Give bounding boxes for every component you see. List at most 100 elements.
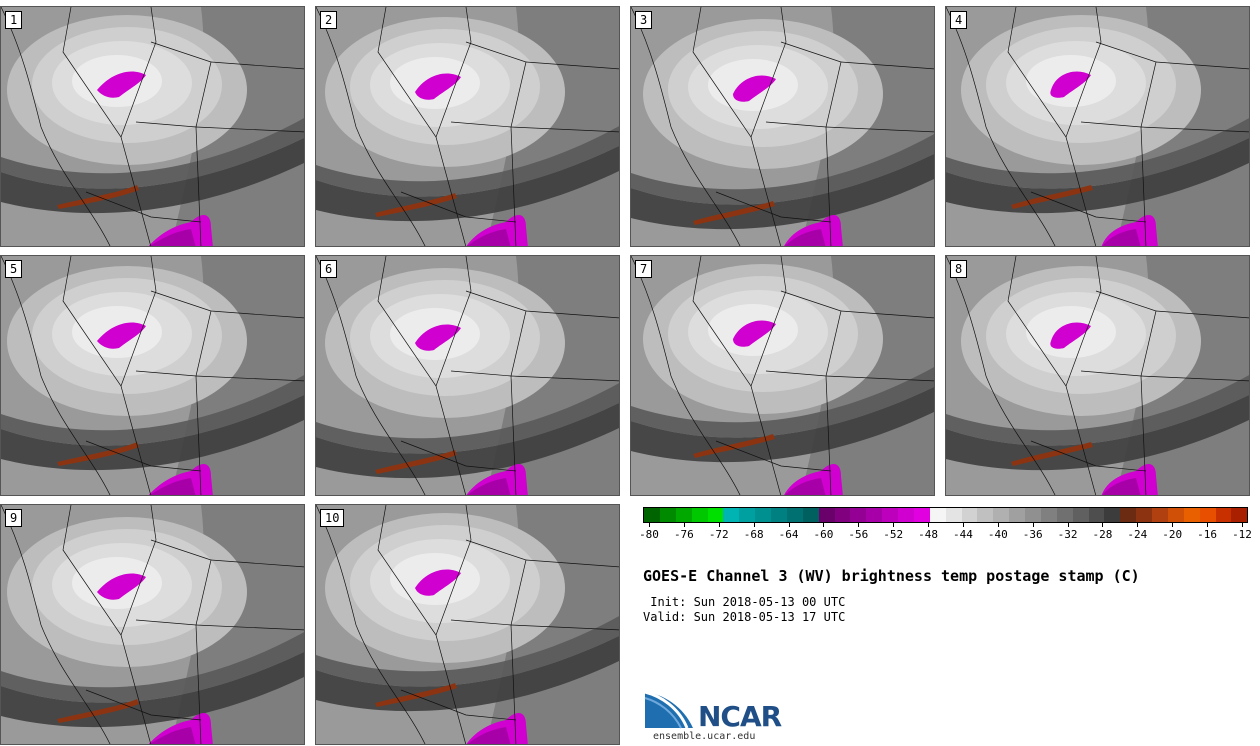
- colorbar-segment: [898, 508, 914, 522]
- colorbar-tick: [997, 523, 999, 527]
- colorbar-segment: [834, 508, 851, 522]
- logo-text: NCAR: [698, 700, 782, 733]
- colorbar-tick: [1242, 523, 1243, 527]
- colorbar-segment: [818, 508, 835, 522]
- colorbar-tick-label: -60: [813, 528, 834, 541]
- panel-number: 10: [320, 509, 345, 527]
- colorbar-tick-label: -44: [953, 528, 973, 541]
- colorbar-segment: [1104, 508, 1121, 522]
- panel-number: 5: [5, 260, 23, 278]
- colorbar-segment: [644, 508, 660, 522]
- colorbar-segment: [913, 508, 930, 522]
- map-panel: 10: [315, 504, 620, 745]
- colorbar-tick: [1207, 523, 1209, 527]
- colorbar-tick: [1102, 523, 1104, 527]
- colorbar-segment: [675, 508, 692, 522]
- colorbar-segment: [723, 508, 740, 522]
- colorbar-tick: [1172, 523, 1174, 527]
- map-panel: 2: [315, 6, 620, 247]
- colorbar-segment: [866, 508, 883, 522]
- map-panel: 5: [0, 255, 305, 496]
- colorbar-segment: [1136, 508, 1152, 522]
- colorbar-tick: [858, 523, 860, 527]
- colorbar-segment: [786, 508, 803, 522]
- panel-number: 3: [635, 11, 653, 29]
- colorbar-segment: [707, 508, 724, 522]
- colorbar-tick-label: -48: [918, 528, 938, 541]
- colorbar-tick-label: -20: [1162, 528, 1183, 541]
- panel-number: 2: [320, 11, 338, 29]
- colorbar-segment: [1215, 508, 1232, 522]
- ncar-logo: NCAR ensemble.ucar.edu: [643, 688, 803, 744]
- colorbar-segment: [1056, 508, 1073, 522]
- map-panel: 7: [630, 255, 935, 496]
- map-panel: 9: [0, 504, 305, 745]
- colorbar-tick: [823, 523, 825, 527]
- colorbar-segment: [993, 508, 1010, 522]
- panel-number: 1: [5, 11, 23, 29]
- colorbar-segment: [1152, 508, 1168, 522]
- colorbar-tick-label: -64: [778, 528, 799, 541]
- colorbar-tick: [962, 523, 964, 527]
- colorbar-tick-label: -16: [1197, 528, 1218, 541]
- colorbar-tick: [1067, 523, 1069, 527]
- panel-number: 7: [635, 260, 653, 278]
- colorbar-tick-label: -68: [743, 528, 764, 541]
- colorbar-tick: [683, 523, 685, 527]
- colorbar-tick-label: -72: [708, 528, 729, 541]
- colorbar-tick-label: -24: [1127, 528, 1148, 541]
- colorbar-tick: [753, 523, 755, 527]
- colorbar-tick-label: -12: [1232, 528, 1252, 541]
- colorbar-tick-label: -36: [1022, 528, 1043, 541]
- colorbar-segment: [1183, 508, 1200, 522]
- logo-url: ensemble.ucar.edu: [653, 731, 756, 742]
- ncar-swoosh-icon: [644, 690, 693, 729]
- colorbar-segment: [1072, 508, 1089, 522]
- colorbar-tick: [1137, 523, 1139, 527]
- colorbar-tick-label: -56: [848, 528, 869, 541]
- colorbar-segment: [739, 508, 756, 522]
- colorbar-tick-label: -40: [987, 528, 1008, 541]
- colorbar-segment: [961, 508, 978, 522]
- colorbar-ticks: -80 -76 -72 -68 -64 -60 -56 -52 -48 -44 -40 -36 -32 -…: [639, 523, 1252, 547]
- colorbar-segment: [771, 508, 787, 522]
- colorbar-tick-label: -28: [1092, 528, 1113, 541]
- valid-time: Valid: Sun 2018-05-13 17 UTC: [643, 610, 846, 624]
- init-time: Init: Sun 2018-05-13 00 UTC: [643, 595, 846, 609]
- figure-title: GOES-E Channel 3 (WV) brightness temp po…: [643, 567, 1140, 585]
- colorbar-segment: [1040, 508, 1057, 522]
- colorbar-tick: [649, 523, 650, 527]
- colorbar-segment: [1231, 508, 1248, 522]
- colorbar-segment: [1120, 508, 1137, 522]
- colorbar-segment: [659, 508, 676, 522]
- colorbar-segment: [1199, 508, 1216, 522]
- colorbar-tick-label: -32: [1057, 528, 1078, 541]
- map-panel: 3: [630, 6, 935, 247]
- colorbar: [643, 507, 1248, 523]
- colorbar-segment: [945, 508, 962, 522]
- colorbar-tick: [1032, 523, 1034, 527]
- panel-number: 8: [950, 260, 968, 278]
- colorbar-tick-label: -52: [883, 528, 904, 541]
- map-panel: 8: [945, 255, 1250, 496]
- colorbar-tick: [788, 523, 790, 527]
- map-panel: 6: [315, 255, 620, 496]
- colorbar-segment: [929, 508, 946, 522]
- colorbar-segment: [1025, 508, 1041, 522]
- colorbar-segment: [1088, 508, 1105, 522]
- colorbar-segment: [977, 508, 994, 522]
- panel-number: 4: [950, 11, 968, 29]
- panel-number: 6: [320, 260, 338, 278]
- panel-number: 9: [5, 509, 23, 527]
- colorbar-segment: [850, 508, 867, 522]
- colorbar-segment: [755, 508, 771, 522]
- colorbar-segment: [882, 508, 898, 522]
- colorbar-tick-label: -80: [639, 528, 659, 541]
- map-panel: 4: [945, 6, 1250, 247]
- colorbar-tick: [893, 523, 895, 527]
- colorbar-tick: [718, 523, 720, 527]
- colorbar-segment: [802, 508, 819, 522]
- colorbar-segment: [1009, 508, 1025, 522]
- map-panel: 1: [0, 6, 305, 247]
- colorbar-tick-label: -76: [673, 528, 694, 541]
